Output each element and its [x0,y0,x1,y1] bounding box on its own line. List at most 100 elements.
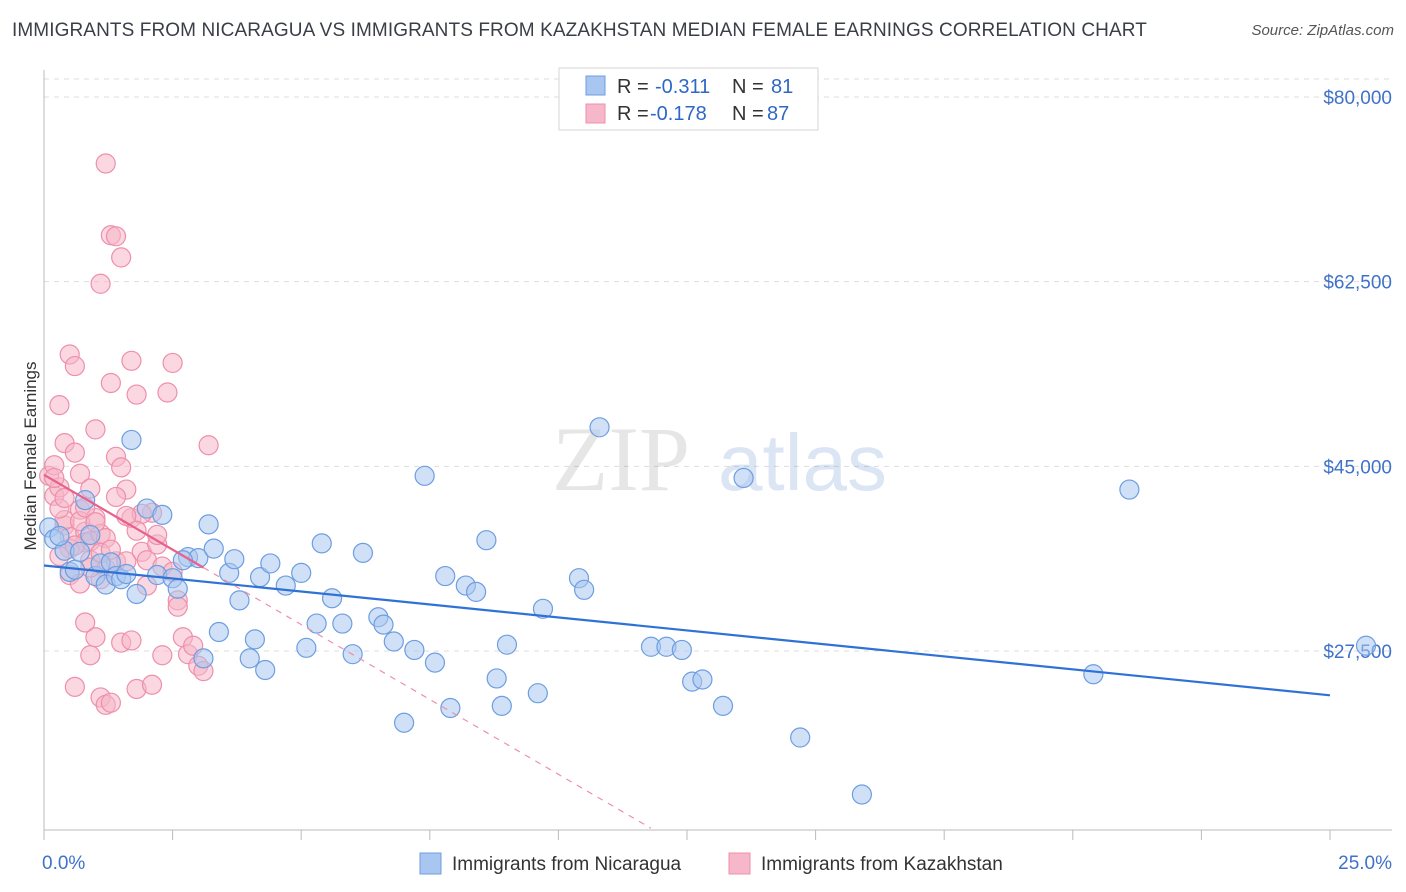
y-axis-title: Median Female Earnings [21,362,40,551]
nicaragua-point [532,598,554,619]
nicaragua-point [203,538,224,559]
kazakhstan-point [80,645,101,666]
nicaragua-point [496,634,518,655]
nicaragua-point [440,697,461,719]
nicaragua-point [208,621,229,643]
nicaragua-point [311,533,332,554]
nicaragua-point [465,581,487,603]
chart-title: IMMIGRANTS FROM NICARAGUA VS IMMIGRANTS … [12,20,1147,41]
legend-r-value-2: -0.178 [650,103,707,125]
legend-n-value-1: 81 [771,76,793,98]
kazakhstan-point [141,674,163,695]
legend-r-label-2: R = [617,103,649,125]
trend-lines [43,473,1331,829]
kazakhstan-point [90,273,111,294]
legend-n-label-2: N = [732,103,764,125]
kazakhstan-point [162,352,183,374]
nicaragua-point [229,590,250,611]
kazakhstan-point [111,247,132,268]
nicaragua-point [1083,664,1104,685]
nicaragua-point [851,784,872,805]
nicaragua-point [491,695,512,716]
y-tick-labels: $80,000$62,500$45,000$27,500 [1323,88,1392,663]
kazakhstan-point [111,457,132,478]
gridlines [44,78,1392,652]
kazakhstan-point [69,463,91,484]
y-tick-label-2: $45,000 [1323,457,1392,478]
nicaragua-point [49,525,70,547]
nicaragua-point [193,648,214,669]
legend-r-value-1: -0.311 [655,76,710,98]
nicaragua-point [476,530,497,551]
nicaragua-point [75,490,96,511]
kazakhstan-point [64,676,85,697]
nicaragua-point [1355,635,1377,656]
legend-box: R = -0.311 N = 81 R = -0.178 N = 87 [558,67,819,131]
nicaragua-point [424,652,446,673]
kazakhstan-point [167,596,188,617]
nicaragua-point [671,639,692,661]
nicaragua-point [275,575,296,596]
x-ticks [43,830,1331,840]
nicaragua-point [255,659,276,681]
nicaragua-point [1119,479,1140,500]
nicaragua-point [352,542,374,563]
series-nicaragua-points [39,417,1377,805]
legend-swatch-kazakhstan [585,103,606,124]
nicaragua-point [692,669,713,690]
nicaragua-point [296,637,317,658]
kazakhstan-point [54,487,75,509]
nicaragua-point [733,467,754,489]
nicaragua-point [69,541,91,562]
nicaragua-point [589,417,610,438]
nicaragua-point [121,429,142,451]
nicaragua-point [332,613,353,634]
kazakhstan-point [105,486,127,508]
kazakhstan-point [100,692,121,713]
bottom-legend-label-nicaragua: Immigrants from Nicaragua [452,854,682,875]
legend-n-label-1: N = [732,76,764,98]
watermark: ZIP atlas [552,408,887,510]
y-tick-label-1: $62,500 [1323,273,1392,294]
watermark-atlas: atlas [718,418,887,507]
watermark-zip: ZIP [552,408,690,510]
trend-line-kazakhstan [43,473,205,569]
kazakhstan-point [198,435,219,456]
nicaragua-point [306,613,327,634]
nicaragua-point [383,631,404,652]
source-credit: Source: ZipAtlas.com [1251,22,1394,39]
nicaragua-point [574,579,595,600]
nicaragua-point [414,465,435,486]
nicaragua-point [527,683,548,704]
bottom-legend-swatch-nicaragua [419,852,442,875]
nicaragua-point [435,565,456,587]
nicaragua-point [239,648,260,669]
nicaragua-point [321,588,343,609]
legend-n-value-2: 87 [767,103,789,125]
y-tick-label-0: $80,000 [1323,88,1392,109]
kazakhstan-point [121,630,142,651]
nicaragua-point [260,553,281,574]
kazakhstan-point [64,442,85,463]
kazakhstan-point [64,355,85,377]
nicaragua-point [486,668,507,689]
kazakhstan-point [49,395,70,416]
kazakhstan-point [85,419,106,440]
kazakhstan-point [95,153,116,174]
nicaragua-point [126,583,147,605]
kazakhstan-point [105,226,127,247]
kazakhstan-point [121,350,142,371]
nicaragua-point [152,504,173,525]
bottom-legend: Immigrants from Nicaragua Immigrants fro… [419,852,1003,875]
nicaragua-point [404,639,425,661]
nicaragua-point [80,524,101,546]
x-tick-label-min: 0.0% [42,853,85,874]
nicaragua-point [244,629,266,650]
x-tick-label-max: 25.0% [1338,853,1392,874]
kazakhstan-point [100,372,121,394]
nicaragua-point [224,549,245,570]
nicaragua-point [790,727,811,748]
kazakhstan-point [85,627,106,648]
nicaragua-point [393,712,415,733]
